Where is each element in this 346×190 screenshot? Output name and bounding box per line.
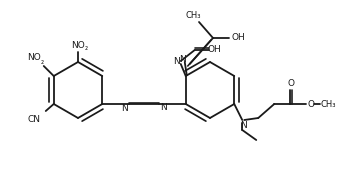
Text: OH: OH — [208, 44, 222, 54]
Text: ₂: ₂ — [84, 44, 88, 52]
Text: O: O — [308, 100, 315, 108]
Text: N: N — [179, 55, 186, 63]
Text: CN: CN — [27, 116, 40, 124]
Text: O: O — [288, 78, 295, 88]
Text: N: N — [121, 104, 128, 112]
Text: CH₃: CH₃ — [320, 100, 336, 108]
Text: ₂: ₂ — [40, 56, 43, 66]
Text: NO: NO — [71, 40, 85, 50]
Text: N: N — [240, 120, 247, 130]
Text: NO: NO — [27, 54, 40, 63]
Text: CH₃: CH₃ — [185, 10, 201, 20]
Text: N: N — [160, 104, 166, 112]
Text: N: N — [173, 56, 180, 66]
Text: OH: OH — [231, 33, 245, 43]
